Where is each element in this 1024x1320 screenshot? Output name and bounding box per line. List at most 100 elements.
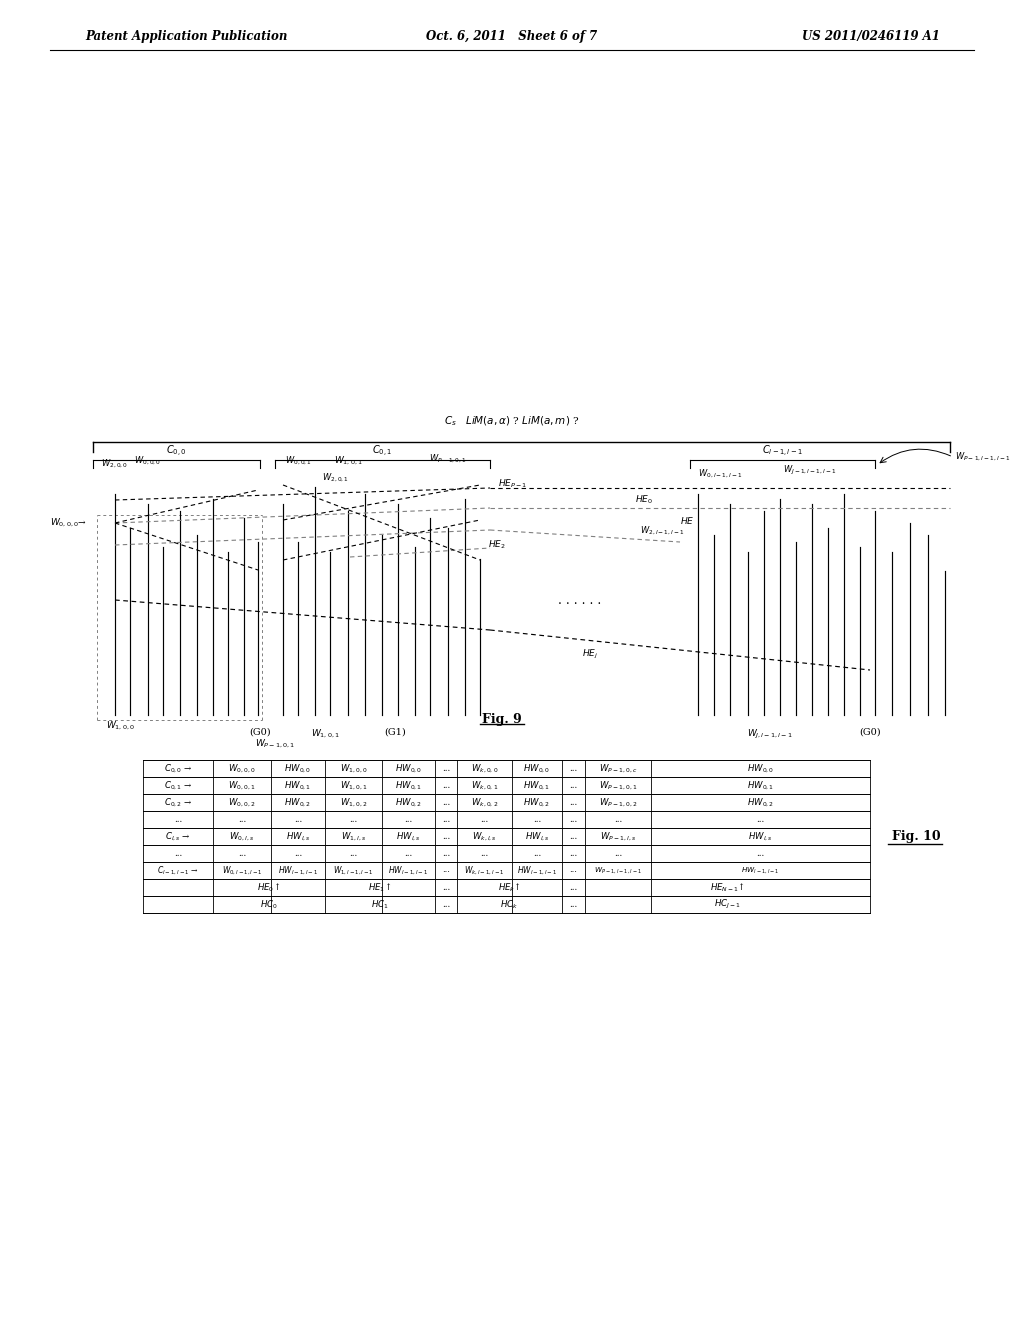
Text: ...: ... (404, 849, 413, 858)
Text: $HE_0$: $HE_0$ (635, 494, 653, 507)
Text: . . . . . .: . . . . . . (558, 594, 602, 606)
Text: ...: ... (294, 814, 302, 824)
Text: $HE_k$↑: $HE_k$↑ (498, 882, 521, 894)
Text: ...: ... (757, 849, 765, 858)
Text: ...: ... (480, 814, 488, 824)
Text: ...: ... (569, 883, 578, 892)
Text: ...: ... (569, 832, 578, 841)
Text: (G0): (G0) (249, 729, 270, 737)
Text: $W_{0,0,1}$: $W_{0,0,1}$ (285, 454, 311, 467)
Text: $W_{0,l,s}$: $W_{0,l,s}$ (229, 830, 255, 842)
Text: $HW_{0,1}$: $HW_{0,1}$ (746, 779, 774, 792)
Text: $HC_1$: $HC_1$ (371, 898, 389, 911)
Text: $W_{P-1,0,1}$: $W_{P-1,0,1}$ (599, 779, 637, 792)
Text: $W_{0,0,2}$: $W_{0,0,2}$ (228, 796, 256, 809)
Text: $HW_{0,2}$: $HW_{0,2}$ (285, 796, 311, 809)
Text: $W_{0,l-1,l-1}$: $W_{0,l-1,l-1}$ (697, 467, 742, 480)
Text: ...: ... (442, 799, 451, 807)
Text: $W_{k,l,s}$: $W_{k,l,s}$ (472, 830, 497, 842)
Text: $W_{P-1,0,1}$: $W_{P-1,0,1}$ (255, 738, 295, 750)
Text: Oct. 6, 2011   Sheet 6 of 7: Oct. 6, 2011 Sheet 6 of 7 (426, 30, 598, 44)
Text: $HE_0$↑: $HE_0$↑ (257, 882, 281, 894)
Text: ...: ... (294, 849, 302, 858)
Text: ...: ... (238, 849, 246, 858)
Text: $HE$: $HE$ (680, 515, 694, 525)
Text: ...: ... (569, 764, 578, 774)
Text: (G0): (G0) (859, 729, 881, 737)
Text: $W_{k,l-1,l-1}$: $W_{k,l-1,l-1}$ (464, 865, 505, 876)
Text: Patent Application Publication: Patent Application Publication (85, 30, 288, 44)
Text: ...: ... (442, 849, 451, 858)
Text: $C_{0,2}$ →: $C_{0,2}$ → (164, 796, 193, 809)
Text: $HW_{l-1,l-1}$: $HW_{l-1,l-1}$ (741, 866, 779, 875)
Text: Fig. 9: Fig. 9 (482, 713, 522, 726)
Text: ...: ... (613, 814, 623, 824)
Text: $HW_{0,2}$: $HW_{0,2}$ (746, 796, 774, 809)
Text: $HW_{0,2}$: $HW_{0,2}$ (523, 796, 551, 809)
Text: $W_{P-1,l-1,l-1}$: $W_{P-1,l-1,l-1}$ (955, 451, 1011, 463)
Text: $HW_{l-1,l-1}$: $HW_{l-1,l-1}$ (388, 865, 429, 876)
Text: $HC_k$: $HC_k$ (501, 898, 518, 911)
Text: $HW_{0,1}$: $HW_{0,1}$ (285, 779, 311, 792)
Text: ...: ... (404, 814, 413, 824)
Text: $W_{1,0,1}$: $W_{1,0,1}$ (340, 779, 368, 792)
Text: $HE_1$↑: $HE_1$↑ (369, 882, 392, 894)
Text: $W_{k,0,1}$: $W_{k,0,1}$ (471, 779, 498, 792)
Text: ...: ... (442, 781, 451, 789)
Text: $HW_{0,0}$: $HW_{0,0}$ (523, 763, 551, 775)
Text: ...: ... (442, 814, 451, 824)
Text: ...: ... (442, 832, 451, 841)
Text: ...: ... (480, 849, 488, 858)
Text: $W_{0,0,0}$→: $W_{0,0,0}$→ (50, 517, 87, 529)
Text: $W_{P-1,0,1}$: $W_{P-1,0,1}$ (429, 453, 467, 465)
Text: $W_{k,0,2}$: $W_{k,0,2}$ (471, 796, 498, 809)
Text: ...: ... (238, 814, 246, 824)
Text: $HW_{0,1}$: $HW_{0,1}$ (523, 779, 551, 792)
Text: $W_{2,0,0}$: $W_{2,0,0}$ (101, 458, 129, 470)
Text: $HE_2$: $HE_2$ (488, 539, 506, 552)
Text: ...: ... (569, 814, 578, 824)
Text: $W_{k,0,0}$: $W_{k,0,0}$ (471, 763, 499, 775)
Text: $C_{0,1}$ →: $C_{0,1}$ → (164, 779, 193, 792)
Text: $HW_{0,0}$: $HW_{0,0}$ (395, 763, 422, 775)
Text: ...: ... (569, 866, 578, 874)
Text: ...: ... (442, 883, 451, 892)
Text: $W_{0,0,1}$: $W_{0,0,1}$ (228, 779, 256, 792)
Text: $HW_{0,1}$: $HW_{0,1}$ (395, 779, 422, 792)
Text: $W_{P-1,l,s}$: $W_{P-1,l,s}$ (600, 830, 636, 842)
Text: $HW_{l-1,l-1}$: $HW_{l-1,l-1}$ (517, 865, 557, 876)
Text: $W_{2,0,1}$: $W_{2,0,1}$ (322, 471, 348, 484)
Text: $HW_{l,s}$: $HW_{l,s}$ (524, 830, 550, 842)
Text: $HW_{l-1,l-1}$: $HW_{l-1,l-1}$ (278, 865, 318, 876)
Text: ...: ... (174, 849, 182, 858)
Text: $W_{2,l-1,l-1}$: $W_{2,l-1,l-1}$ (640, 525, 684, 537)
Text: Fig. 10: Fig. 10 (892, 830, 941, 843)
Text: $HC_{J-1}$: $HC_{J-1}$ (714, 898, 741, 911)
Text: $C_{l,s}$ →: $C_{l,s}$ → (165, 830, 190, 842)
Text: $C_s$   $LiM(a,\alpha)$ ? $LiM(a,m)$ ?: $C_s$ $LiM(a,\alpha)$ ? $LiM(a,m)$ ? (444, 414, 580, 428)
Text: $C_{l-1,l-1}$: $C_{l-1,l-1}$ (762, 444, 803, 458)
Text: ...: ... (569, 781, 578, 789)
Text: $HE_{N-1}$↑: $HE_{N-1}$↑ (710, 882, 745, 894)
Text: ...: ... (442, 900, 451, 909)
Text: $HW_{l,s}$: $HW_{l,s}$ (286, 830, 310, 842)
Text: $W_{P-1,0,2}$: $W_{P-1,0,2}$ (599, 796, 637, 809)
Text: ...: ... (569, 799, 578, 807)
Text: $C_{0,0}$ →: $C_{0,0}$ → (164, 763, 193, 775)
Text: (G1): (G1) (384, 729, 406, 737)
Text: $W_{1,0,1}$: $W_{1,0,1}$ (310, 729, 339, 741)
Text: $W_{1,0,1}$: $W_{1,0,1}$ (334, 454, 362, 467)
Text: $W_{1,0,0}$: $W_{1,0,0}$ (105, 719, 134, 733)
Text: ...: ... (569, 849, 578, 858)
Text: $W_{0,l-1,l-1}$: $W_{0,l-1,l-1}$ (221, 865, 262, 876)
Text: ...: ... (442, 764, 451, 774)
Text: $W_{1,0,2}$: $W_{1,0,2}$ (340, 796, 368, 809)
Text: $HW_{0,2}$: $HW_{0,2}$ (395, 796, 422, 809)
Text: $W_{1,l-1,l-1}$: $W_{1,l-1,l-1}$ (333, 865, 374, 876)
Text: ...: ... (532, 814, 541, 824)
Text: $C_{l-1,l-1}$ →: $C_{l-1,l-1}$ → (157, 865, 199, 876)
Text: $W_{1,l,s}$: $W_{1,l,s}$ (341, 830, 367, 842)
Text: $W_{0,0,0}$: $W_{0,0,0}$ (134, 454, 162, 467)
Text: ...: ... (349, 814, 357, 824)
Text: $W_{0,0,0}$: $W_{0,0,0}$ (228, 763, 256, 775)
